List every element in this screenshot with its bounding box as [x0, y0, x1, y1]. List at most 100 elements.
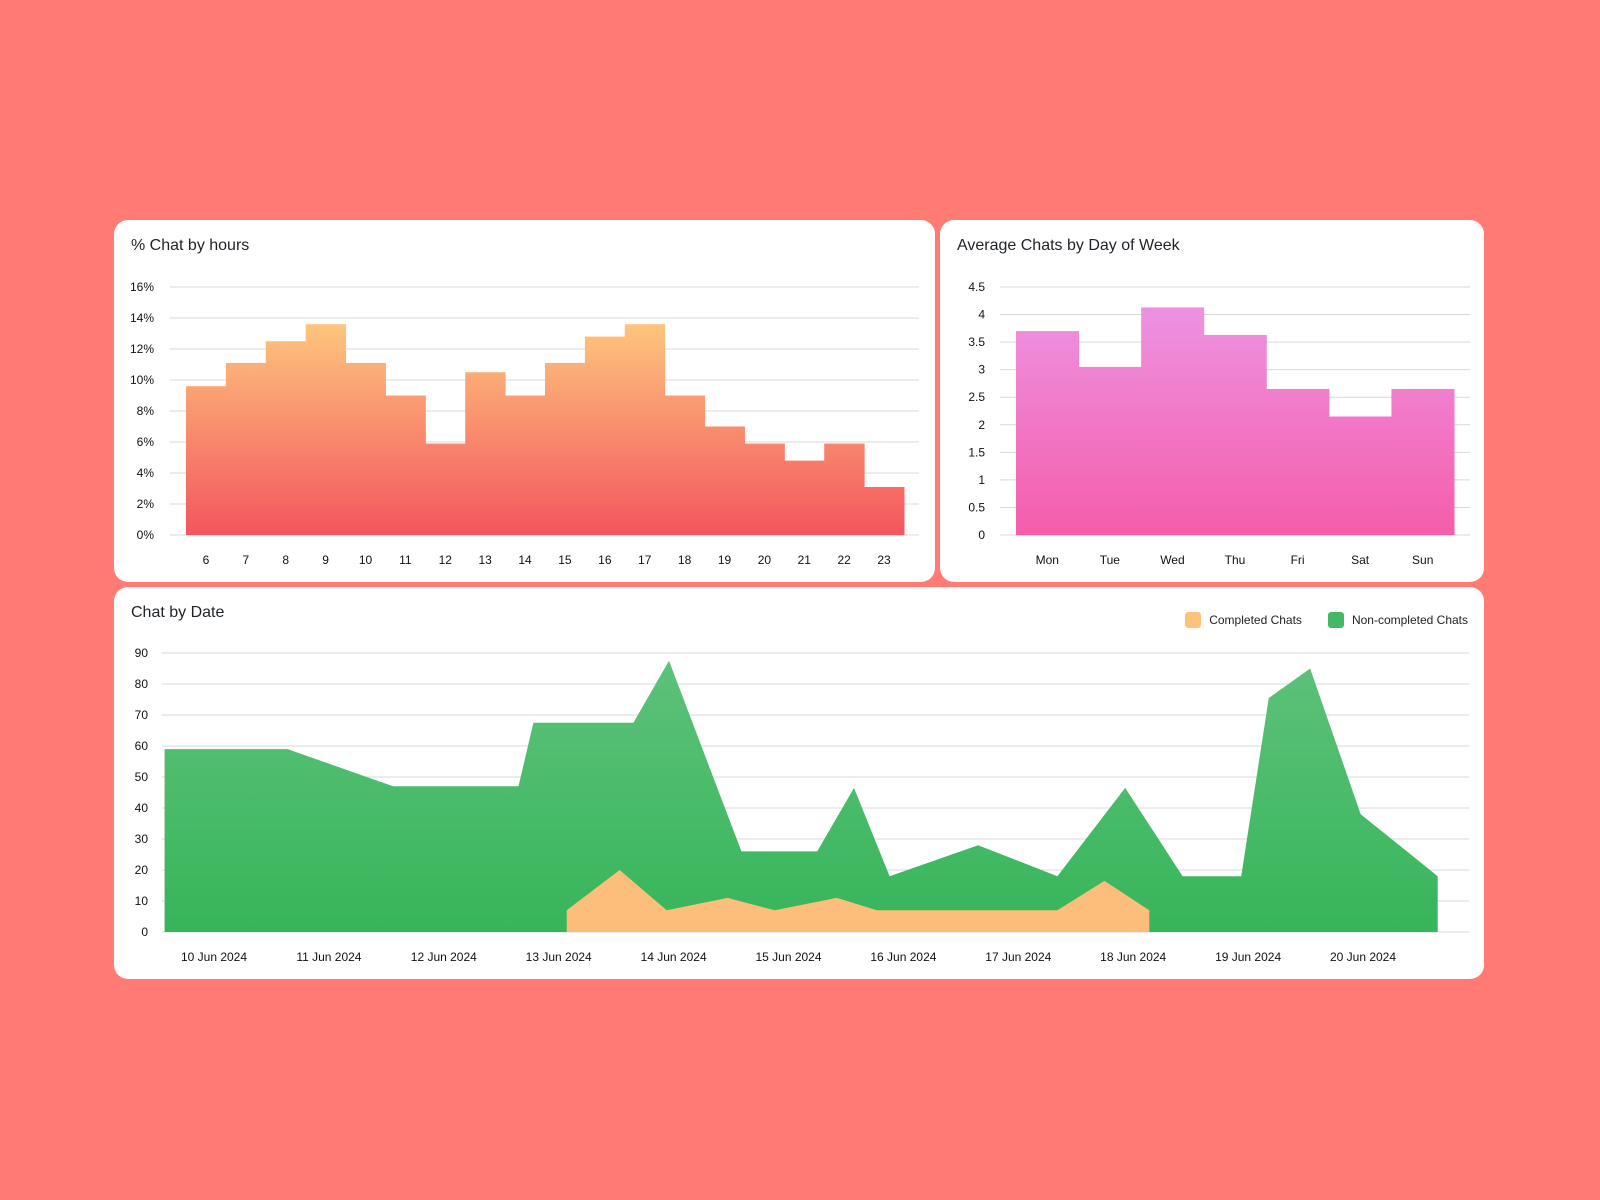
hours-bar-chart: 0% 2% 4% 6% 8% 10% 12% 14% 16% 6 7 8 9 10 11 12 13 14 15 16…: [130, 280, 919, 567]
y-tick-label: 30: [135, 832, 149, 846]
x-tick-label: 18 Jun 2024: [1100, 950, 1166, 964]
x-tick-label: 9: [322, 553, 329, 567]
y-tick-label: 4: [978, 308, 985, 322]
bar[interactable]: [1141, 307, 1205, 535]
x-tick-label: Sun: [1412, 553, 1433, 567]
x-tick-label: 15 Jun 2024: [755, 950, 821, 964]
y-tick-label: 3: [978, 363, 985, 377]
chart-title: % Chat by hours: [131, 237, 250, 254]
y-tick-label: 8%: [137, 404, 155, 418]
chart-card-date: Chat by Date Completed Chats Non-complet…: [114, 587, 1484, 979]
x-tick-label: 14: [518, 553, 532, 567]
bar[interactable]: [1266, 388, 1330, 535]
area-series-completed[interactable]: [566, 870, 1150, 932]
x-tick-label: 20: [758, 553, 772, 567]
x-tick-label: 18: [678, 553, 692, 567]
bar[interactable]: [425, 443, 466, 535]
day-of-week-bar-chart: 0 0.5 1 1.5 2 2.5 3 3.5 4 4.5 Mon Tue Wed Thu Fri Sat Su…: [968, 280, 1470, 567]
bar[interactable]: [345, 362, 386, 535]
chart-legend: Completed Chats Non-completed Chats: [1185, 612, 1468, 628]
y-tick-label: 2: [978, 418, 985, 432]
bar[interactable]: [225, 362, 267, 535]
y-tick-label: 90: [135, 646, 149, 660]
bar[interactable]: [186, 386, 227, 535]
x-tick-label: Wed: [1160, 553, 1184, 567]
bar[interactable]: [704, 426, 745, 536]
x-tick-label: 11 Jun 2024: [296, 950, 361, 964]
y-tick-label: 0%: [137, 528, 155, 542]
y-tick-label: 0.5: [968, 500, 985, 514]
y-tick-label: 10: [135, 894, 149, 908]
bar[interactable]: [664, 395, 706, 536]
y-tick-label: 4.5: [968, 280, 985, 294]
y-tick-label: 14%: [130, 311, 154, 325]
x-tick-label: 13 Jun 2024: [526, 950, 592, 964]
y-tick-label: 1: [978, 473, 985, 487]
bar[interactable]: [1391, 388, 1455, 535]
bar[interactable]: [305, 324, 347, 535]
legend-item-completed[interactable]: Completed Chats: [1185, 612, 1302, 628]
bar[interactable]: [744, 443, 785, 535]
y-tick-label: 1.5: [968, 445, 985, 459]
bar[interactable]: [465, 372, 506, 535]
x-tick-label: 16 Jun 2024: [870, 950, 936, 964]
x-tick-label: 12: [439, 553, 453, 567]
x-tick-label: 22: [837, 553, 851, 567]
bar[interactable]: [784, 460, 825, 535]
bar[interactable]: [505, 395, 546, 536]
x-tick-label: 21: [798, 553, 812, 567]
y-tick-label: 50: [135, 770, 149, 784]
chart-title: Chat by Date: [131, 604, 225, 621]
x-tick-label: 12 Jun 2024: [411, 950, 477, 964]
legend-item-non-completed[interactable]: Non-completed Chats: [1327, 612, 1468, 628]
x-tick-label: 19: [718, 553, 732, 567]
bar[interactable]: [385, 395, 426, 536]
date-area-chart: 0 10 20 30 40 50 60 70 80 90 10 Jun 2024 11 Jun 202…: [135, 646, 1469, 964]
y-tick-label: 0: [141, 925, 148, 939]
x-tick-label: Thu: [1225, 553, 1246, 567]
legend-swatch-completed: [1185, 612, 1202, 628]
y-tick-label: 16%: [130, 280, 154, 294]
y-tick-label: 0: [978, 528, 985, 542]
bar[interactable]: [545, 362, 586, 535]
bar[interactable]: [1016, 331, 1080, 535]
bar[interactable]: [1203, 334, 1267, 535]
x-tick-label: 14 Jun 2024: [641, 950, 707, 964]
y-tick-label: 70: [135, 708, 149, 722]
y-tick-label: 6%: [137, 435, 155, 449]
y-tick-label: 4%: [137, 466, 155, 480]
chart-card-day-of-week: Average Chats by Day of Week 0 0.5 1 1.5 2 2.…: [940, 220, 1484, 582]
y-tick-label: 12%: [130, 342, 154, 356]
bar[interactable]: [265, 341, 307, 535]
legend-label: Non-completed Chats: [1351, 613, 1468, 627]
x-tick-label: 20 Jun 2024: [1330, 950, 1396, 964]
area-series-non-completed[interactable]: [164, 660, 1438, 932]
legend-label: Completed Chats: [1209, 613, 1302, 627]
x-tick-label: 15: [558, 553, 572, 567]
x-tick-label: 8: [282, 553, 289, 567]
bar[interactable]: [624, 324, 666, 535]
bar[interactable]: [584, 336, 626, 535]
x-tick-label: 10 Jun 2024: [181, 950, 247, 964]
y-tick-label: 80: [135, 677, 149, 691]
chart-card-hours: % Chat by hours 0% 2% 4% 6% 8% 10% 12% 14% 16% 6 7…: [114, 220, 935, 582]
x-tick-label: 11: [399, 553, 412, 567]
y-tick-label: 10%: [130, 373, 154, 387]
x-tick-label: 10: [359, 553, 373, 567]
bar[interactable]: [1078, 366, 1142, 535]
y-tick-label: 60: [135, 739, 149, 753]
x-tick-label: Mon: [1036, 553, 1059, 567]
bar[interactable]: [824, 443, 865, 535]
x-tick-label: 17: [638, 553, 652, 567]
x-tick-label: 13: [478, 553, 492, 567]
y-tick-label: 3.5: [968, 335, 985, 349]
x-tick-label: 23: [877, 553, 891, 567]
legend-swatch-non-completed: [1327, 612, 1344, 628]
x-tick-label: Tue: [1100, 553, 1121, 567]
x-tick-label: Fri: [1291, 553, 1305, 567]
bar[interactable]: [1328, 416, 1392, 535]
x-tick-label: 19 Jun 2024: [1215, 950, 1281, 964]
x-tick-label: 6: [203, 553, 210, 567]
bar[interactable]: [864, 486, 905, 535]
y-tick-label: 40: [135, 801, 149, 815]
